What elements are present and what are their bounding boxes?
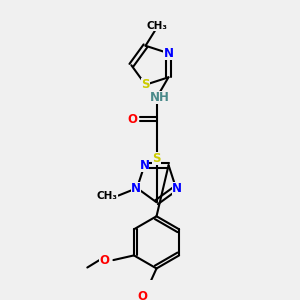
Text: N: N — [172, 182, 182, 195]
Text: N: N — [164, 47, 173, 60]
Text: NH: NH — [149, 92, 169, 104]
Text: O: O — [99, 254, 109, 267]
Text: S: S — [141, 78, 150, 91]
Text: N: N — [140, 159, 149, 172]
Text: N: N — [131, 182, 141, 195]
Text: S: S — [152, 152, 161, 165]
Text: O: O — [127, 113, 137, 126]
Text: CH₃: CH₃ — [97, 190, 118, 201]
Text: O: O — [137, 290, 148, 300]
Text: CH₃: CH₃ — [146, 21, 167, 31]
